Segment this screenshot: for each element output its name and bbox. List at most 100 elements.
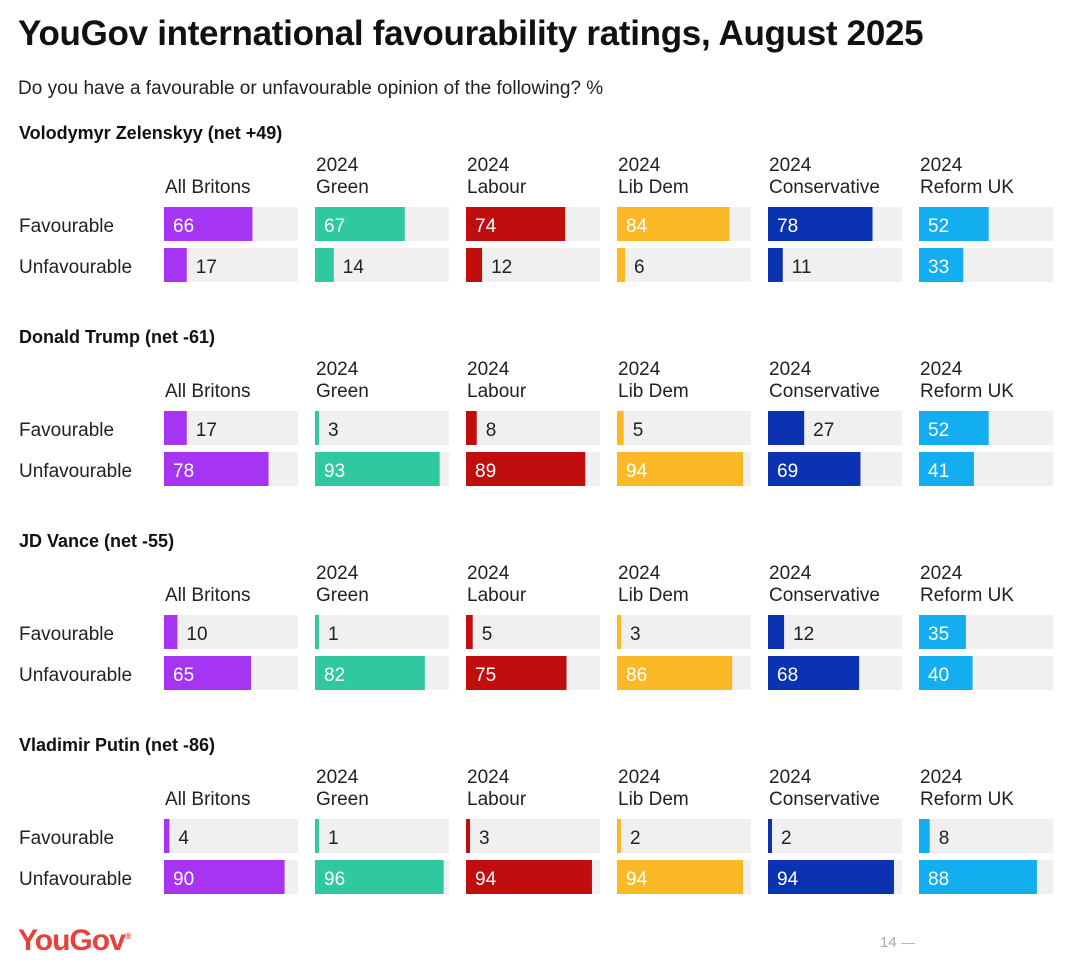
- chart-panel: Donald Trump (net -61)All Britons2024Gre…: [19, 327, 1053, 486]
- column-header-year: 2024: [467, 359, 510, 380]
- bar: [466, 860, 592, 894]
- page-number: 14: [880, 934, 915, 951]
- bar: [315, 819, 319, 853]
- data-label: 74: [475, 216, 497, 237]
- bar: [466, 656, 567, 690]
- data-label: 6: [634, 257, 645, 278]
- bar-track: [315, 411, 449, 445]
- data-label: 5: [482, 624, 493, 645]
- column-header: Conservative: [769, 585, 880, 606]
- bar: [919, 860, 1037, 894]
- row-label: Unfavourable: [19, 869, 132, 890]
- data-label: 3: [328, 420, 339, 441]
- data-label: 96: [324, 869, 345, 890]
- column-header-year: 2024: [316, 563, 359, 584]
- bar-track: [919, 819, 1053, 853]
- chart-panel: Vladimir Putin (net -86)All Britons2024G…: [19, 735, 1053, 894]
- column-header: Green: [316, 585, 369, 606]
- bar: [919, 248, 964, 282]
- bar: [768, 860, 894, 894]
- column-header: Green: [316, 177, 369, 198]
- bar: [617, 452, 743, 486]
- row-label: Favourable: [19, 216, 114, 237]
- data-label: 67: [324, 216, 345, 237]
- column-header-year: 2024: [316, 767, 359, 788]
- column-header: All Britons: [165, 381, 251, 402]
- column-header: Lib Dem: [618, 585, 689, 606]
- column-header: Lib Dem: [618, 381, 689, 402]
- favourability-chart: Volodymyr Zelenskyy (net +49) All Britons…: [19, 123, 1053, 894]
- data-label: 82: [324, 665, 345, 686]
- column-header-year: 2024: [618, 767, 661, 788]
- bar: [919, 411, 989, 445]
- bar: [768, 411, 805, 445]
- column-header-year: 2024: [618, 563, 661, 584]
- column-header-year: 2024: [769, 359, 812, 380]
- data-label: 3: [479, 828, 490, 849]
- registered-mark: ®: [124, 931, 132, 941]
- column-header: Reform UK: [920, 381, 1014, 402]
- data-label: 8: [939, 828, 950, 849]
- data-label: 40: [928, 665, 949, 686]
- bar: [919, 656, 973, 690]
- bar: [164, 207, 253, 241]
- column-header: Lib Dem: [618, 789, 689, 810]
- bar: [617, 248, 626, 282]
- column-header: All Britons: [165, 585, 251, 606]
- data-label: 69: [777, 461, 798, 482]
- data-label: 5: [633, 420, 644, 441]
- bar-track: [164, 615, 298, 649]
- column-header-year: 2024: [316, 359, 359, 380]
- bar-track: [315, 819, 449, 853]
- data-label: 4: [178, 828, 189, 849]
- column-header-year: 2024: [920, 767, 963, 788]
- bar: [768, 656, 860, 690]
- yougov-logo: YouGov®: [18, 924, 131, 958]
- bar: [164, 860, 285, 894]
- data-label: 86: [626, 665, 647, 686]
- bar: [164, 819, 170, 853]
- bar-track: [617, 615, 751, 649]
- panel-title: Vladimir Putin (net -86): [19, 735, 215, 755]
- bar: [164, 615, 178, 649]
- bar-track: [466, 248, 600, 282]
- data-label: 10: [186, 624, 207, 645]
- bar-track: [617, 248, 751, 282]
- data-label: 94: [777, 869, 799, 890]
- chart-title: YouGov international favourability ratin…: [18, 14, 924, 53]
- column-header: Conservative: [769, 177, 880, 198]
- data-label: 65: [173, 665, 194, 686]
- bar-track: [768, 819, 902, 853]
- bar: [768, 452, 861, 486]
- chart-subtitle: Do you have a favourable or unfavourable…: [18, 78, 604, 99]
- bar-track: [768, 615, 902, 649]
- column-header-year: 2024: [920, 155, 963, 176]
- data-label: 94: [626, 869, 648, 890]
- data-label: 1: [328, 828, 339, 849]
- column-header: Labour: [467, 381, 527, 402]
- data-label: 78: [173, 461, 194, 482]
- data-label: 3: [630, 624, 641, 645]
- column-header: Reform UK: [920, 789, 1014, 810]
- data-label: 90: [173, 869, 194, 890]
- bar: [466, 819, 471, 853]
- data-label: 41: [928, 461, 949, 482]
- data-label: 11: [792, 257, 812, 278]
- bar: [768, 248, 783, 282]
- chart-panel: JD Vance (net -55)All Britons2024Green20…: [19, 531, 1053, 690]
- column-header: Labour: [467, 177, 527, 198]
- row-label: Unfavourable: [19, 665, 132, 686]
- column-header-year: 2024: [920, 359, 963, 380]
- column-header: Lib Dem: [618, 177, 689, 198]
- column-header: All Britons: [165, 789, 251, 810]
- data-label: 12: [793, 624, 814, 645]
- bar: [617, 411, 624, 445]
- panel-title: Volodymyr Zelenskyy (net +49): [19, 123, 282, 143]
- bar: [315, 207, 405, 241]
- row-label: Favourable: [19, 624, 114, 645]
- row-label: Favourable: [19, 420, 114, 441]
- bar: [617, 207, 730, 241]
- panel-title: JD Vance (net -55): [19, 531, 174, 551]
- bar-track: [466, 615, 600, 649]
- column-header: Labour: [467, 789, 527, 810]
